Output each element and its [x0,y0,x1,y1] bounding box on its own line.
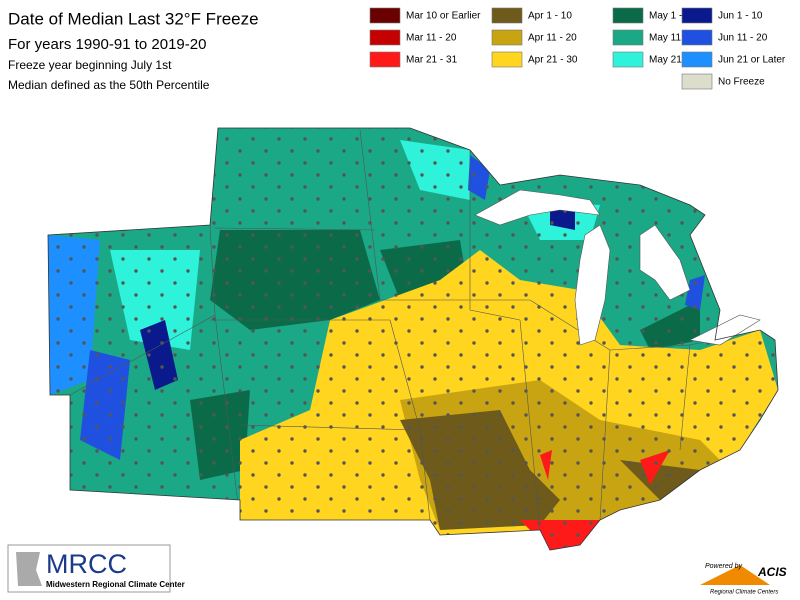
legend-swatch [369,29,401,46]
title: Date of Median Last 32°F Freeze [8,9,259,28]
subtitle: For years 1990-91 to 2019-20 [8,36,206,53]
legend-swatch [612,29,644,46]
note: Freeze year beginning July 1st [8,58,172,72]
legend-swatch [612,51,644,68]
logo-icon [16,552,42,586]
legend-label: Apr 1 - 10 [528,11,572,22]
legend-label: Apr 21 - 30 [528,55,578,66]
legend-swatch [681,73,713,90]
logo-powered: Powered by [705,563,742,570]
logo-title: MRCC [46,549,127,579]
legend-swatch [491,7,523,24]
mrcc-logo: MRCC Midwestern Regional Climate Center [7,544,185,593]
legend-label: Jun 11 - 20 [718,33,768,44]
region-outline [47,127,779,551]
legend-label: Mar 11 - 20 [406,33,457,44]
legend-swatch [681,29,713,46]
legend-label: May 1 - 10 [649,11,697,22]
legend-label: Jun 1 - 10 [718,11,763,22]
legend-swatch [369,7,401,24]
legend-swatch [369,51,401,68]
legend-swatch [491,51,523,68]
state-lines [69,129,761,531]
legend-swatch [612,7,644,24]
legend-label: May 11 - 20 [649,33,701,44]
logo-icon [700,565,770,585]
logo-subtitle: Regional Climate Centers [710,590,778,596]
logo-title: ACIS [757,565,787,579]
legend-label: Mar 21 - 31 [406,55,458,66]
legend-label: No Freeze [718,77,765,88]
note: Median defined as the 50th Percentile [8,78,210,92]
legend-label: Mar 10 or Earlier [406,11,481,22]
logo-subtitle: Midwestern Regional Climate Center [46,580,185,589]
legend: Mar 10 or Earlier Mar 11 - 20 Mar 21 - 31 A… [369,7,786,90]
acis-logo: Powered by ACIS Regional Climate Centers [700,563,787,596]
legend-label: May 21 - 31 [649,55,702,66]
legend-swatch [491,29,523,46]
map [48,128,778,550]
legend-label: Apr 11 - 20 [528,33,577,44]
legend-swatch [681,51,713,68]
lakes [474,189,761,346]
legend-label: Jun 21 or Later [718,55,786,66]
legend-swatch [681,7,713,24]
